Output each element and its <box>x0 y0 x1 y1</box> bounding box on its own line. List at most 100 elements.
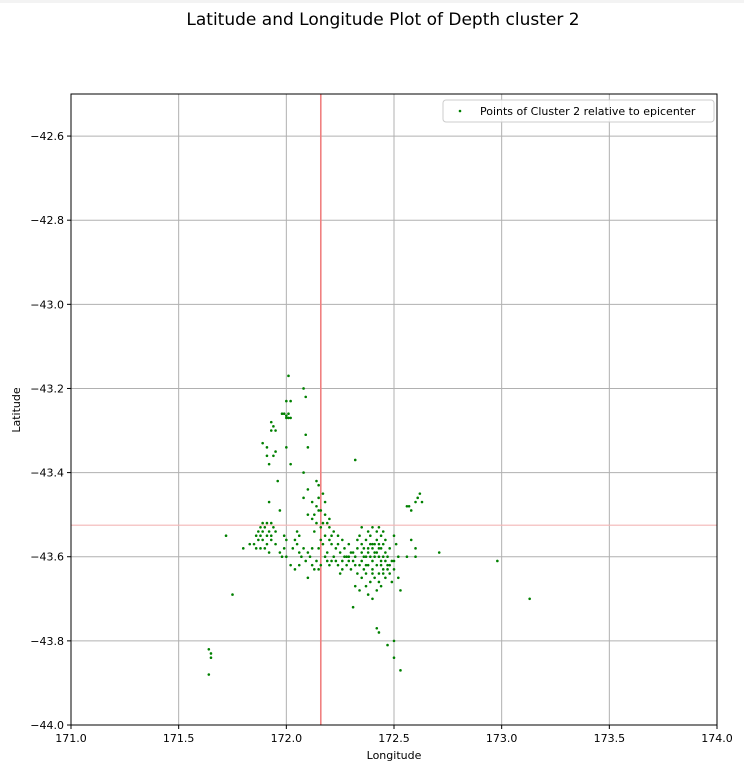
legend-marker <box>458 109 462 113</box>
data-point <box>306 551 310 554</box>
data-point <box>377 631 381 634</box>
data-point <box>353 458 357 462</box>
data-point <box>388 572 391 575</box>
data-point <box>366 551 370 554</box>
data-point <box>364 555 368 559</box>
data-point <box>259 534 262 537</box>
data-point <box>386 643 389 647</box>
y-axis-label: Latitude <box>10 387 23 433</box>
data-point <box>265 542 269 546</box>
data-point <box>248 542 252 546</box>
data-point <box>319 563 323 567</box>
data-point <box>330 559 333 563</box>
epicenter-lines <box>71 94 717 725</box>
data-point <box>371 572 374 575</box>
data-point <box>369 534 372 537</box>
data-point <box>496 559 499 563</box>
data-point <box>371 597 374 601</box>
data-point <box>287 374 290 378</box>
data-point <box>388 547 391 550</box>
data-point <box>272 454 275 458</box>
data-point <box>306 513 310 516</box>
data-point <box>269 521 273 525</box>
data-point <box>341 538 344 542</box>
data-point <box>315 479 318 483</box>
data-point <box>373 551 376 554</box>
data-point <box>377 525 381 529</box>
data-point <box>414 547 417 550</box>
data-point <box>328 563 331 567</box>
data-point <box>341 559 344 563</box>
data-point <box>317 496 320 500</box>
data-point <box>315 521 318 525</box>
data-point <box>347 555 351 559</box>
data-point <box>278 509 282 512</box>
data-point <box>323 555 327 559</box>
data-point <box>360 559 364 563</box>
data-point <box>287 416 290 420</box>
y-tick-label: −43.2 <box>30 382 64 395</box>
data-point <box>353 563 357 567</box>
data-point <box>269 538 273 542</box>
data-point <box>313 513 316 516</box>
data-point <box>418 492 422 495</box>
grid-lines <box>70 94 718 726</box>
data-point <box>317 509 320 512</box>
x-tick-label: 172.5 <box>378 732 410 745</box>
y-axis-ticks: −42.6 −42.8 −43.0 −43.2 −43.4 −43.6 −43.8 −44.0 <box>30 130 71 732</box>
data-point <box>289 399 292 403</box>
data-point <box>379 563 383 567</box>
data-point <box>302 547 305 550</box>
data-point <box>330 542 333 546</box>
data-point <box>384 576 387 580</box>
data-point <box>377 572 381 575</box>
data-point <box>405 504 409 508</box>
data-point <box>252 542 256 546</box>
data-point <box>390 559 394 563</box>
data-point <box>321 542 325 546</box>
data-point <box>392 559 396 563</box>
x-tick-label: 173.5 <box>594 732 626 745</box>
data-point <box>319 509 323 512</box>
data-point <box>358 563 361 567</box>
data-point <box>336 542 340 546</box>
data-point <box>373 555 376 559</box>
data-point <box>379 584 383 588</box>
data-point <box>369 555 372 559</box>
data-point <box>323 513 327 516</box>
data-point <box>437 551 441 554</box>
data-point <box>347 559 351 563</box>
data-point <box>297 534 301 537</box>
data-point <box>310 563 314 567</box>
data-point <box>386 555 389 559</box>
data-point <box>353 555 357 559</box>
data-point <box>265 454 269 458</box>
data-point <box>345 555 348 559</box>
data-point <box>263 525 267 529</box>
data-point <box>381 555 385 559</box>
data-point <box>289 462 292 466</box>
data-point <box>371 559 374 563</box>
data-point <box>384 538 387 542</box>
data-point <box>345 563 348 567</box>
data-point <box>328 538 331 542</box>
data-point <box>341 568 344 571</box>
data-point <box>291 547 295 550</box>
data-point <box>304 395 308 399</box>
data-point <box>297 551 301 554</box>
data-point <box>293 538 297 542</box>
data-point <box>254 547 258 550</box>
data-point <box>282 534 286 537</box>
data-point <box>409 538 413 542</box>
data-point <box>332 530 336 533</box>
data-point <box>360 551 364 554</box>
data-point <box>300 555 303 559</box>
x-tick-label: 173.0 <box>486 732 518 745</box>
data-point <box>360 542 364 546</box>
data-point <box>379 547 383 550</box>
data-point <box>386 563 389 567</box>
data-point <box>362 568 366 571</box>
x-tick-label: 174.0 <box>701 732 733 745</box>
data-point <box>267 530 271 533</box>
